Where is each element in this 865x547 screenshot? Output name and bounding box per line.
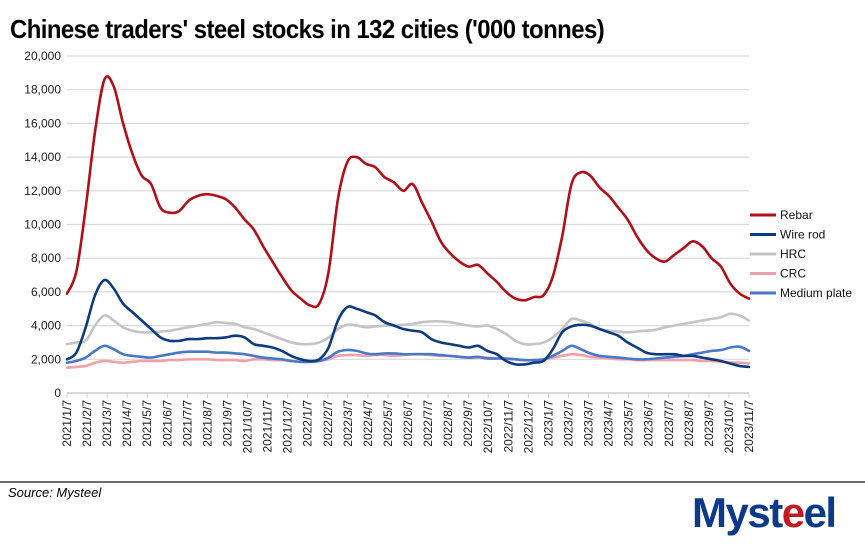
y-tick-label: 8,000 (31, 251, 61, 265)
legend-label: Wire rod (780, 228, 825, 242)
x-tick-label: 2023/8/7 (682, 400, 696, 447)
series-line-hrc (65, 312, 751, 346)
source-note: Source: Mysteel (8, 485, 102, 500)
x-tick-label: 2021/12/7 (281, 400, 295, 454)
x-tick-label: 2022/4/7 (361, 400, 375, 447)
y-tick-label: 6,000 (31, 285, 61, 299)
series-line-rebar (65, 75, 751, 309)
legend-label: HRC (780, 247, 806, 261)
y-axis-ticks: 0 2,000 4,000 6,000 8,000 10,000 12,000 14,000 1… (24, 49, 61, 400)
legend-label: Medium plate (780, 286, 852, 300)
footer-divider (0, 481, 865, 483)
logo-text-start: Myst (692, 489, 783, 536)
y-tick-label: 12,000 (24, 184, 61, 198)
y-tick-label: 18,000 (24, 83, 61, 97)
x-tick-label: 2022/1/7 (301, 400, 315, 447)
logo-text-end: el (803, 489, 838, 536)
legend-item-hrc: HRC (750, 247, 806, 261)
x-tick-label: 2023/5/7 (622, 400, 636, 447)
series-line-crc (65, 352, 751, 369)
y-tick-label: 2,000 (31, 352, 61, 366)
series-lines (65, 75, 751, 369)
x-tick-label: 2023/2/7 (561, 400, 575, 447)
x-tick-label: 2021/1/7 (60, 400, 74, 447)
x-tick-label: 2022/5/7 (381, 400, 395, 447)
x-tick-label: 2022/10/7 (481, 400, 495, 454)
legend-label: Rebar (780, 208, 813, 222)
x-tick-label: 2022/6/7 (401, 400, 415, 447)
y-tick-label: 16,000 (24, 116, 61, 130)
x-tick-label: 2022/12/7 (521, 400, 535, 454)
x-tick-label: 2023/10/7 (722, 400, 736, 454)
x-tick-label: 2023/1/7 (541, 400, 555, 447)
x-tick-label: 2021/3/7 (100, 400, 114, 447)
legend-label: CRC (780, 267, 806, 281)
legend-item-wire-rod: Wire rod (750, 228, 825, 242)
x-tick-label: 2021/11/7 (261, 400, 275, 453)
logo-text-accent: e (781, 489, 805, 536)
x-tick-label: 2022/2/7 (321, 400, 335, 447)
series-line-medium-plate (65, 344, 751, 364)
x-tick-label: 2022/3/7 (341, 400, 355, 447)
x-tick-label: 2021/9/7 (220, 400, 234, 447)
legend-item-medium-plate: Medium plate (750, 286, 852, 300)
y-tick-label: 14,000 (24, 150, 61, 164)
x-tick-label: 2021/7/7 (180, 400, 194, 447)
x-tick-label: 2023/11/7 (742, 400, 756, 453)
x-tick-label: 2022/9/7 (461, 400, 475, 447)
y-tick-label: 20,000 (24, 49, 61, 63)
x-tick-label: 2022/7/7 (421, 400, 435, 447)
x-tick-label: 2021/6/7 (160, 400, 174, 447)
x-axis: 2021/1/7 2021/2/7 2021/3/7 2021/4/7 2021/5/7… (60, 392, 756, 454)
x-tick-label: 2021/8/7 (200, 400, 214, 447)
y-tick-label: 4,000 (31, 319, 61, 333)
legend: Rebar Wire rod HRC CRC Medium plate (750, 208, 852, 300)
y-tick-label: 10,000 (24, 218, 61, 232)
series-line-wire-rod (65, 278, 751, 369)
legend-item-crc: CRC (750, 267, 806, 281)
x-tick-label: 2023/3/7 (582, 400, 596, 447)
x-tick-label: 2023/7/7 (662, 400, 676, 447)
x-tick-label: 2023/9/7 (702, 400, 716, 447)
x-tick-label: 2023/4/7 (602, 400, 616, 447)
line-chart: 0 2,000 4,000 6,000 8,000 10,000 12,000 14,000 1… (24, 49, 852, 454)
x-tick-label: 2021/10/7 (241, 400, 255, 454)
gridlines (67, 55, 749, 394)
mysteel-logo: Mysteel (692, 489, 838, 537)
x-tick-label: 2021/2/7 (80, 400, 94, 447)
x-tick-label: 2021/5/7 (140, 400, 154, 447)
x-tick-label: 2022/11/7 (501, 400, 515, 453)
x-tick-label: 2022/8/7 (441, 400, 455, 447)
x-tick-label: 2023/6/7 (642, 400, 656, 447)
y-tick-label: 0 (54, 386, 61, 400)
chart-title: Chinese traders' steel stocks in 132 cit… (10, 14, 605, 44)
x-tick-label: 2021/4/7 (120, 400, 134, 447)
legend-item-rebar: Rebar (750, 208, 813, 222)
